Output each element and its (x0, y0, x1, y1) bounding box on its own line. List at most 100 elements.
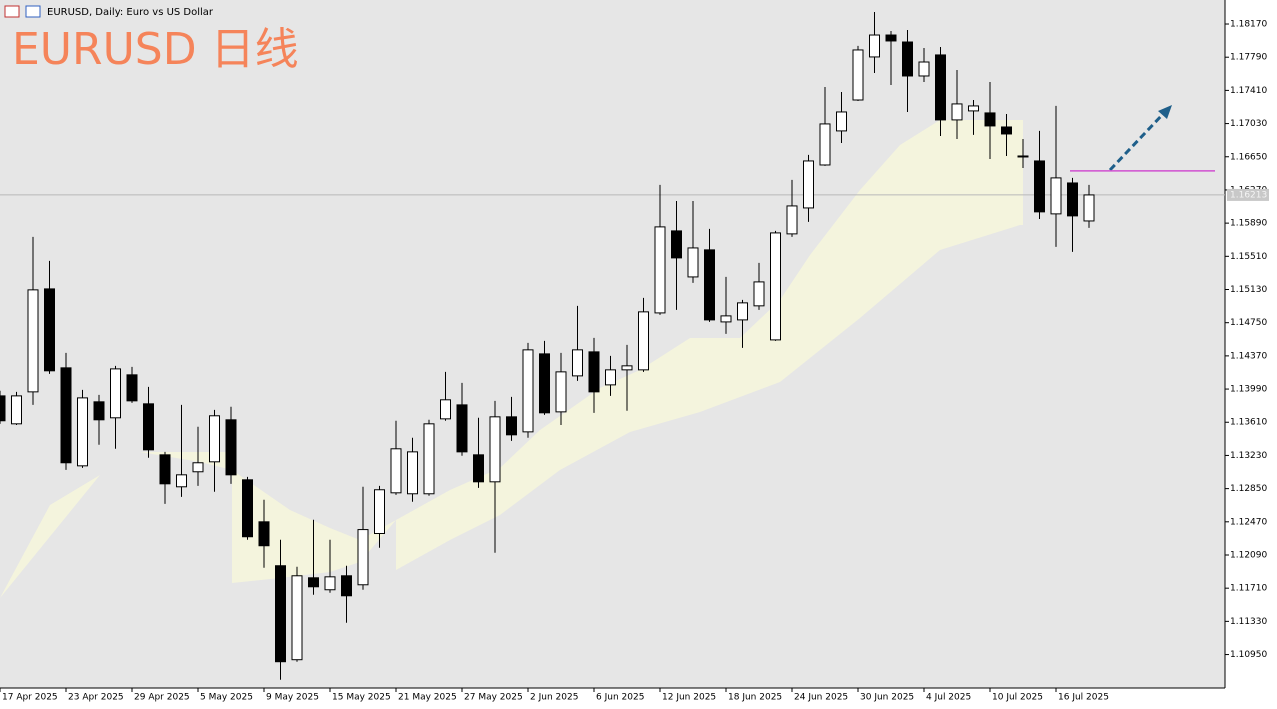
x-tick-label: 2 Jun 2025 (530, 693, 578, 703)
candle-body (506, 416, 517, 436)
x-tick-label: 27 May 2025 (464, 693, 523, 703)
icon (25, 5, 41, 18)
candle-body (984, 112, 996, 127)
x-tick-label: 18 Jun 2025 (728, 693, 782, 703)
candle-body (324, 576, 336, 591)
candle-body (143, 403, 154, 451)
candle-body (407, 451, 418, 495)
candle-body (671, 230, 682, 259)
y-tick-label: 1.14750 (1230, 318, 1267, 328)
candle-body (291, 575, 303, 661)
y-tick-label: 1.11330 (1230, 617, 1267, 627)
candle-body (93, 401, 105, 421)
x-tick-label: 15 May 2025 (332, 693, 391, 703)
candle-body (654, 226, 666, 314)
x-tick-label: 6 Jun 2025 (596, 693, 644, 703)
candle-body (968, 105, 979, 112)
x-tick-label: 29 Apr 2025 (134, 693, 190, 703)
candle-body (621, 365, 633, 371)
y-tick-label: 1.12090 (1230, 550, 1267, 560)
candle-body (473, 454, 484, 483)
candle-body (869, 34, 880, 58)
x-tick-label: 23 Apr 2025 (68, 693, 124, 703)
candle-body (555, 371, 567, 413)
candle-body (489, 416, 501, 483)
candle-body (159, 454, 171, 485)
candle-body (258, 521, 270, 547)
x-tick-label: 5 May 2025 (200, 693, 253, 703)
arrow-head (1158, 105, 1172, 119)
x-tick-label: 21 May 2025 (398, 693, 457, 703)
y-tick-label: 1.17790 (1230, 53, 1267, 63)
candle-body (819, 123, 831, 166)
candle-body (1034, 160, 1045, 213)
candle-body (192, 462, 204, 473)
y-tick-label: 1.12850 (1230, 484, 1267, 494)
candle-body (242, 479, 253, 538)
candle-body (77, 397, 88, 467)
candle-body (770, 232, 781, 341)
y-tick-label: 1.13990 (1230, 385, 1267, 395)
y-tick-label: 1.18170 (1230, 20, 1267, 30)
candle-body (456, 404, 468, 453)
candle-body (390, 448, 402, 494)
candle-body (803, 160, 814, 209)
y-tick-label: 1.15510 (1230, 252, 1267, 262)
candle-body (374, 489, 385, 535)
y-tick-label: 1.17410 (1230, 86, 1267, 96)
candle-body (225, 419, 237, 476)
x-tick-label: 4 Jul 2025 (926, 693, 971, 703)
candle-body (341, 575, 352, 597)
arrow-line (1108, 111, 1166, 172)
candle-body (1001, 126, 1012, 135)
y-tick-label: 1.16650 (1230, 152, 1267, 162)
candle-body (836, 111, 847, 132)
x-tick-label: 16 Jul 2025 (1058, 693, 1109, 703)
current-price-label: 1.16213 (1230, 190, 1267, 200)
candle-body (423, 423, 435, 495)
candle-body (110, 368, 121, 419)
candle-body (11, 395, 22, 425)
candle-body (126, 374, 138, 402)
x-tick-label: 17 Apr 2025 (2, 693, 58, 703)
y-tick-label: 1.15890 (1230, 219, 1267, 229)
x-tick-label: 10 Jul 2025 (992, 693, 1043, 703)
x-tick-label: 9 May 2025 (266, 693, 319, 703)
candle-body (572, 349, 583, 377)
candle-body (885, 34, 897, 42)
current-price-box (1227, 188, 1269, 201)
window-header: EURUSD, Daily: Euro vs US Dollar (4, 5, 214, 18)
candle-body (522, 349, 534, 433)
candle-body (951, 103, 963, 121)
candle-body (935, 54, 946, 121)
candle-body (357, 529, 369, 586)
candle-body (1017, 155, 1029, 158)
y-tick-label: 1.10950 (1230, 650, 1267, 660)
candle-body (440, 399, 451, 420)
candle-body (737, 302, 748, 321)
candle-body (60, 367, 72, 464)
candle-body (852, 49, 864, 101)
candle-body (1067, 182, 1078, 217)
candle-body (0, 395, 6, 422)
y-tick-label: 1.13230 (1230, 451, 1267, 461)
y-tick-label: 1.12470 (1230, 517, 1267, 527)
y-tick-label: 1.11710 (1230, 584, 1267, 594)
x-tick-label: 24 Jun 2025 (794, 693, 848, 703)
candle-body (275, 565, 286, 663)
x-tick-label: 12 Jun 2025 (662, 693, 716, 703)
candle-body (27, 289, 39, 393)
candle-body (687, 247, 699, 278)
candle-body (176, 474, 187, 488)
candle-body (539, 353, 550, 414)
candle-body (308, 577, 319, 588)
plot-background (0, 0, 1225, 688)
y-tick-label: 1.14370 (1230, 351, 1267, 361)
candle-body (44, 288, 55, 372)
candle-body (720, 315, 732, 323)
y-tick-label: 1.17030 (1230, 119, 1267, 129)
candle-body (1050, 177, 1062, 215)
candle-body (588, 351, 600, 393)
candle-body (902, 41, 913, 77)
